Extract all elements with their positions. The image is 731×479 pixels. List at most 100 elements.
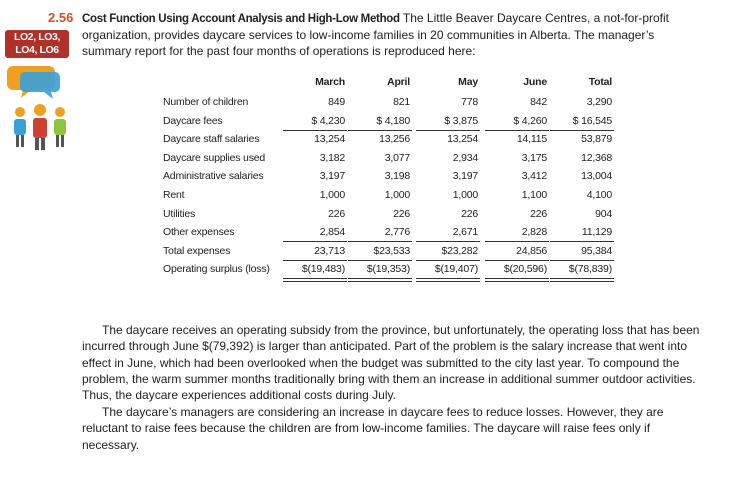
paragraph: The daycare receives an operating subsid… bbox=[82, 323, 700, 403]
table-cell: 2,776 bbox=[384, 226, 410, 239]
underline bbox=[416, 281, 480, 283]
row-label: Other expenses bbox=[163, 226, 235, 239]
table-cell: 2,671 bbox=[452, 226, 478, 239]
table-cell: 226 bbox=[328, 207, 345, 220]
column-header: Total bbox=[588, 76, 613, 88]
underline bbox=[348, 278, 412, 280]
table-cell: 226 bbox=[530, 207, 547, 220]
table-cell: 821 bbox=[393, 96, 410, 108]
table-cell: 13,254 bbox=[447, 133, 478, 146]
table-cell: $23,282 bbox=[441, 244, 478, 257]
table-cell: 13,004 bbox=[581, 170, 612, 183]
underline bbox=[416, 129, 480, 131]
table-cell: $(19,407) bbox=[434, 263, 478, 276]
table-cell: 3,175 bbox=[521, 151, 547, 164]
table-cell: 842 bbox=[530, 96, 547, 108]
row-label: Rent bbox=[163, 189, 185, 201]
table-cell: 1,000 bbox=[452, 189, 478, 201]
underline bbox=[283, 129, 347, 131]
table-cell: $(78,839) bbox=[568, 263, 612, 276]
table-cell: 3,197 bbox=[452, 170, 478, 183]
table-cell: 226 bbox=[393, 207, 410, 220]
underline bbox=[348, 259, 412, 261]
underline bbox=[550, 129, 614, 131]
badge-line: LO2, LO3, bbox=[14, 31, 60, 43]
column-header: April bbox=[387, 76, 410, 88]
table-cell: 14,115 bbox=[516, 133, 547, 146]
underline bbox=[550, 241, 614, 243]
underline bbox=[485, 129, 549, 131]
underline bbox=[416, 259, 480, 261]
table-cell: 2,854 bbox=[319, 226, 345, 239]
column-header: June bbox=[523, 76, 547, 88]
underline bbox=[550, 259, 614, 261]
problem-number: 2.56 bbox=[48, 10, 74, 25]
row-label: Total expenses bbox=[163, 244, 231, 257]
table-cell: 778 bbox=[461, 96, 478, 108]
underline bbox=[485, 281, 549, 283]
row-label: Daycare staff salaries bbox=[163, 133, 260, 146]
table-cell: $ 4,260 bbox=[513, 114, 547, 127]
table-cell: 849 bbox=[328, 96, 345, 108]
table-cell: 4,100 bbox=[586, 189, 612, 201]
row-label: Administrative salaries bbox=[163, 170, 264, 183]
column-header: March bbox=[315, 76, 345, 88]
row-label: Daycare supplies used bbox=[163, 151, 266, 164]
table-cell: 3,290 bbox=[586, 96, 612, 108]
column-header: May bbox=[458, 76, 478, 88]
table-cell: 23,713 bbox=[314, 244, 345, 257]
underline bbox=[485, 259, 549, 261]
underline bbox=[550, 281, 614, 283]
table-cell: 12,368 bbox=[581, 151, 612, 164]
table-cell: 3,197 bbox=[319, 170, 345, 183]
table-cell: 95,384 bbox=[581, 244, 612, 257]
table-cell: $ 3,875 bbox=[444, 114, 478, 127]
table-cell: 226 bbox=[461, 207, 478, 220]
row-label: Utilities bbox=[163, 207, 196, 220]
table-cell: 2,828 bbox=[521, 226, 547, 239]
table-cell: 904 bbox=[595, 207, 612, 220]
underline bbox=[550, 278, 614, 280]
underline bbox=[485, 278, 549, 280]
table-cell: 3,198 bbox=[384, 170, 410, 183]
learning-objective-badge: LO2, LO3, LO4, LO6 bbox=[5, 30, 69, 58]
intro-text: The Little Beaver Daycare Centres, a not… bbox=[82, 11, 670, 58]
table-cell: $(19,483) bbox=[301, 263, 345, 276]
table-cell: 13,254 bbox=[314, 133, 345, 146]
table-cell: $(20,596) bbox=[503, 263, 547, 276]
table-cell: $ 4,180 bbox=[376, 114, 410, 127]
table-cell: 2,934 bbox=[452, 151, 478, 164]
row-label: Number of children bbox=[163, 96, 249, 108]
underline bbox=[348, 129, 412, 131]
table-cell: $(19,353) bbox=[366, 263, 410, 276]
paragraph: The daycare’s managers are considering a… bbox=[82, 405, 664, 452]
table-cell: 24,856 bbox=[516, 244, 547, 257]
table-cell: 1,100 bbox=[521, 189, 547, 201]
underline bbox=[283, 241, 347, 243]
badge-line: LO4, LO6 bbox=[15, 44, 59, 56]
underline bbox=[348, 241, 412, 243]
table-cell: 3,412 bbox=[521, 170, 547, 183]
problem-title: Cost Function Using Account Analysis and… bbox=[82, 13, 400, 25]
icons bbox=[7, 66, 66, 150]
table-cell: 13,256 bbox=[379, 133, 410, 146]
row-label: Operating surplus (loss) bbox=[163, 263, 270, 276]
row-label: Daycare fees bbox=[163, 114, 223, 127]
underline bbox=[416, 278, 480, 280]
problem-intro: Cost Function Using Account Analysis and… bbox=[82, 10, 702, 59]
table-cell: 3,182 bbox=[319, 151, 345, 164]
table-cell: 1,000 bbox=[319, 189, 345, 201]
underline bbox=[485, 241, 549, 243]
table-cell: 11,129 bbox=[581, 226, 612, 239]
table-cell: $23,533 bbox=[373, 244, 410, 257]
underline bbox=[283, 259, 347, 261]
underline bbox=[348, 281, 412, 283]
table-cell: $ 16,545 bbox=[572, 114, 612, 127]
table-cell: 53,879 bbox=[581, 133, 612, 146]
table-cell: $ 4,230 bbox=[311, 114, 345, 127]
underline bbox=[283, 278, 347, 280]
underline bbox=[283, 281, 347, 283]
table-cell: 1,000 bbox=[384, 189, 410, 201]
table-cell: 3,077 bbox=[384, 151, 410, 164]
